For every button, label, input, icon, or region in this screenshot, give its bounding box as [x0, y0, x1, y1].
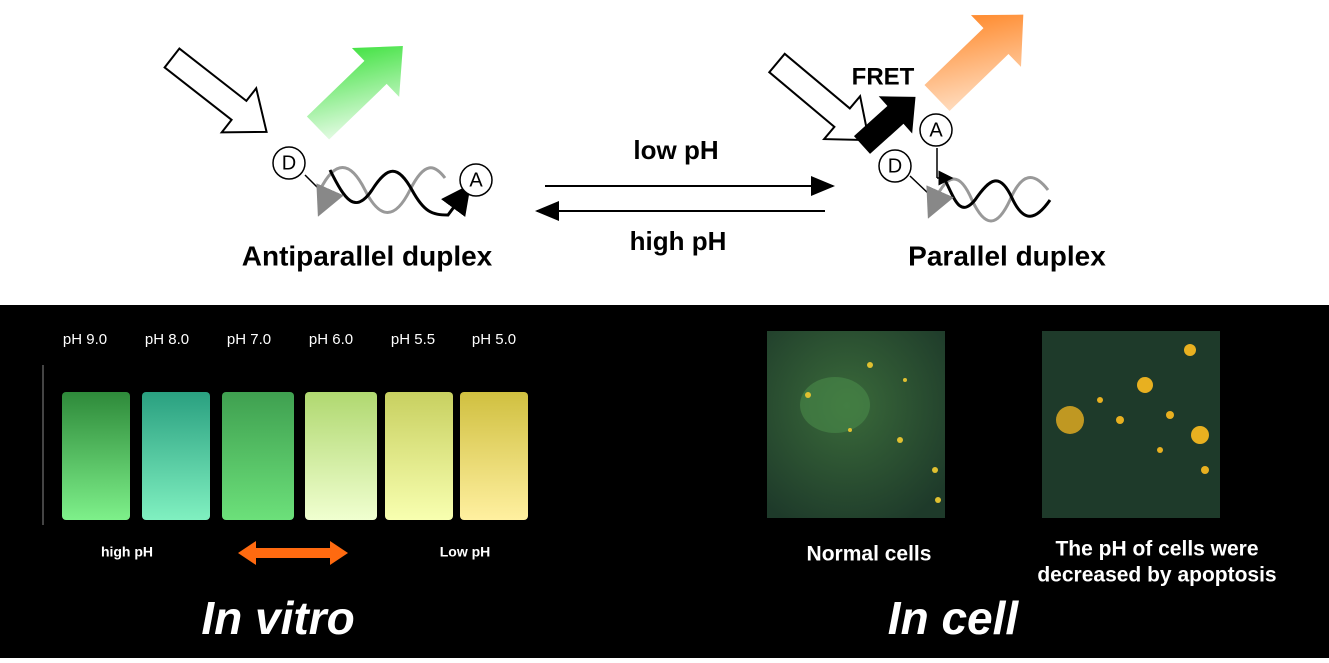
- cuvettes: [62, 392, 528, 520]
- sample-label: pH 7.0: [227, 331, 271, 348]
- forward-label: low pH: [633, 135, 718, 165]
- cuvette: [142, 392, 210, 520]
- sample-label: pH 5.5: [391, 331, 435, 348]
- high-ph-label: high pH: [101, 544, 153, 560]
- in-cell-title: In cell: [888, 592, 1020, 644]
- left-label: Antiparallel duplex: [242, 240, 493, 271]
- caption: Normal cells: [807, 543, 932, 566]
- fret-label: FRET: [852, 63, 915, 90]
- helix-end: [926, 185, 954, 219]
- donor-label: D: [282, 152, 296, 174]
- excitation-arrow: [163, 47, 268, 134]
- donor: [878, 149, 912, 183]
- sample-label: pH 6.0: [309, 331, 353, 348]
- sample-label: pH 8.0: [145, 331, 189, 348]
- emission-arrow: [924, 14, 1024, 111]
- cell-image: [1042, 331, 1220, 518]
- cell-image: [767, 331, 945, 518]
- helix-strand: [933, 176, 1050, 223]
- helix-end: [316, 183, 344, 217]
- acceptor-label: A: [469, 169, 483, 191]
- in-vitro-title: In vitro: [201, 592, 354, 644]
- caption: The pH of cells were: [1055, 538, 1258, 561]
- helix-strand: [318, 166, 447, 214]
- helix-strand: [943, 179, 1052, 218]
- sample-label: pH 9.0: [63, 331, 107, 348]
- fret-arrow: [853, 96, 916, 154]
- right-label: Parallel duplex: [908, 240, 1106, 271]
- sample-label: pH 5.0: [472, 331, 516, 348]
- double-arrow: [238, 541, 348, 565]
- helix-strand: [328, 169, 471, 217]
- emission-arrow: [306, 46, 403, 140]
- donor: [272, 146, 306, 180]
- top-panel: [0, 0, 1329, 305]
- cuvette: [222, 392, 294, 520]
- reverse-label: high pH: [630, 226, 727, 256]
- cuvette: [385, 392, 453, 520]
- acceptor-label: A: [929, 119, 943, 141]
- donor-label: D: [888, 155, 902, 177]
- acceptor: [459, 163, 493, 197]
- cuvette: [62, 392, 130, 520]
- excitation-arrow: [767, 52, 871, 142]
- acceptor: [919, 113, 953, 147]
- cuvette: [305, 392, 377, 520]
- caption: decreased by apoptosis: [1037, 564, 1276, 587]
- cuvette: [460, 392, 528, 520]
- low-ph-label: Low pH: [440, 544, 491, 560]
